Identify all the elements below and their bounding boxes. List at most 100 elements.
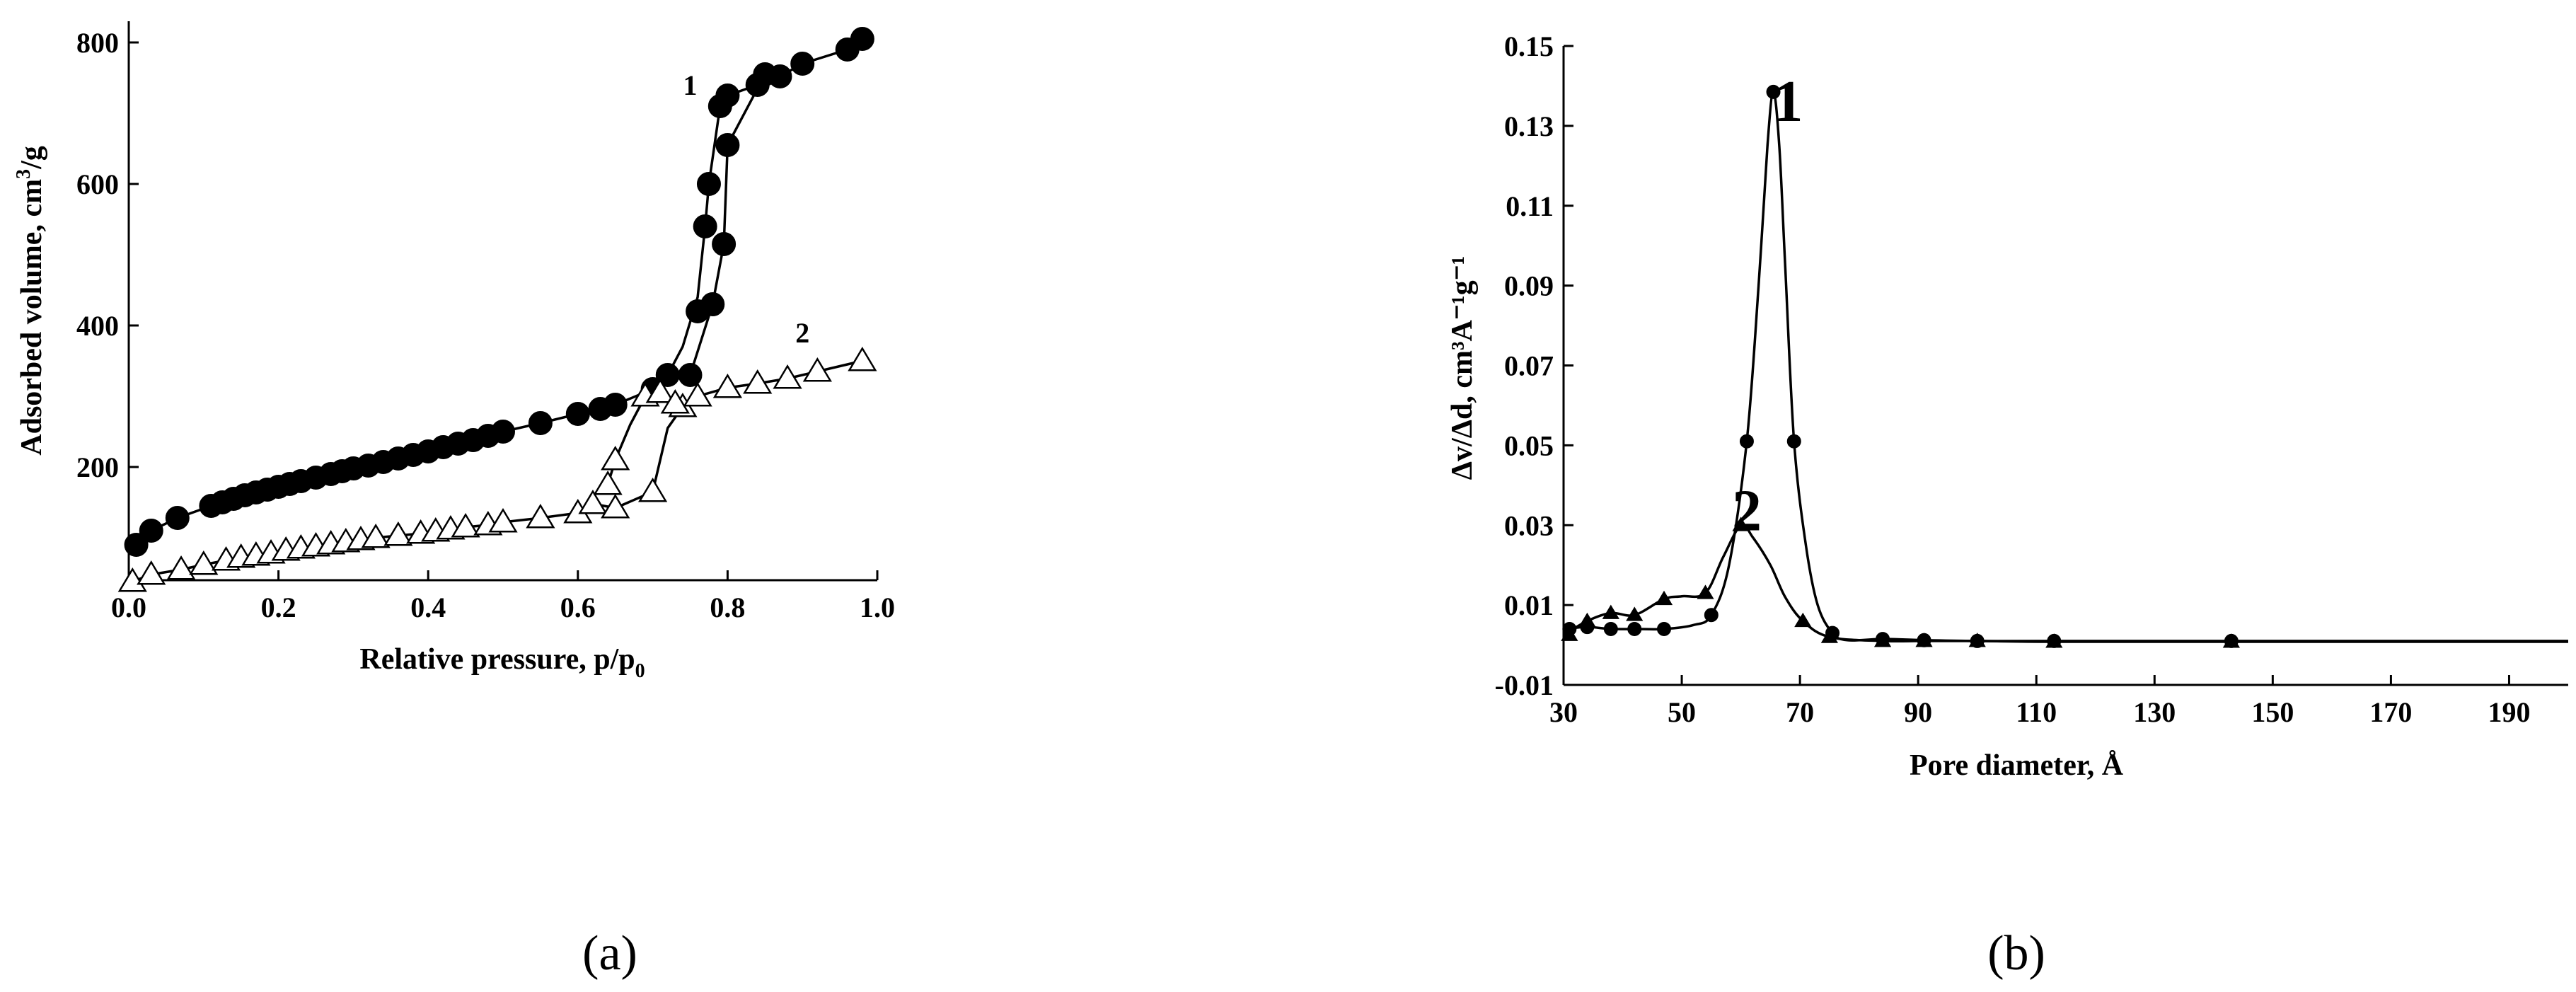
chart-b-y-tick-label: 0.11 <box>1506 190 1554 222</box>
chart-b-series-2-point <box>1873 633 1892 647</box>
chart-a-y-tick-label: 800 <box>76 27 119 59</box>
chart-b-series-2-point <box>1626 606 1644 621</box>
chart-a-series-1-point <box>491 420 515 444</box>
chart-a-series-1-point <box>124 533 149 557</box>
chart-b-series-2-point <box>1578 612 1596 628</box>
chart-b-series-2-point <box>1602 604 1619 619</box>
chart-b-series-2-line <box>1563 523 2568 643</box>
chart-a-series-2-point <box>601 445 630 471</box>
chart-b-y-tick-label: 0.03 <box>1504 509 1554 541</box>
chart-a-series-2-point <box>383 521 413 546</box>
chart-b-series-2-point <box>1561 626 1578 641</box>
chart-a-series-2-point <box>578 489 608 514</box>
chart-a-series-2-point <box>451 512 480 538</box>
chart-b-series-1-point <box>1627 621 1642 636</box>
chart-b-y-tick-label: -0.01 <box>1495 669 1554 701</box>
chart-b-y-tick-label: 0.05 <box>1504 429 1554 461</box>
chart-a-x-tick-label: 0.4 <box>410 592 446 623</box>
chart-a-x-tick-label: 0.8 <box>710 592 745 623</box>
chart-a-series-1-point <box>715 133 740 157</box>
chart-b-series-2-point <box>1794 612 1812 628</box>
chart-b-series-1-point <box>1786 434 1801 449</box>
chart-b-series-2-point <box>1697 584 1714 599</box>
chart-a-series-2-point <box>361 523 391 548</box>
chart-a-x-axis-subscript: 0 <box>635 660 645 682</box>
chart-b-series-1-point <box>1704 608 1719 623</box>
chart-a-axes <box>127 21 877 582</box>
chart-b-series-2-point <box>1915 633 1933 647</box>
chart-a-y-tick-label: 400 <box>76 310 119 342</box>
chart-b-x-tick-label: 110 <box>2016 696 2057 728</box>
chart-a-series-1-point <box>565 402 590 426</box>
chart-a-series-2-point <box>660 388 690 414</box>
chart-a-x-tick-label: 0.2 <box>261 592 296 623</box>
chart-a-series-2-point <box>526 503 555 529</box>
chart-b-y-tick-label: 0.01 <box>1504 589 1554 621</box>
chart-b-series-1-point <box>1657 621 1671 636</box>
chart-b-x-tick-label: 130 <box>2133 696 2176 728</box>
chart-a-series-2-point <box>848 346 877 371</box>
chart-a-series-1-point <box>603 393 628 417</box>
chart-a-series-1-line <box>135 38 863 546</box>
chart-a-markers <box>117 27 877 592</box>
chart-a-series-1-point <box>790 52 815 76</box>
chart-a-series-1-point <box>693 214 717 238</box>
chart-a-series-1-point <box>528 411 553 435</box>
chart-b-x-tick-label: 30 <box>1549 696 1578 728</box>
chart-b-panel-label: (b) <box>1987 926 2045 981</box>
chart-b-series-label-1: 1 <box>1773 69 1803 134</box>
chart-a-series-label-2: 2 <box>795 317 809 349</box>
chart-a-series-1-point <box>712 232 737 256</box>
chart-a-series-2-point <box>773 364 802 389</box>
chart-a-series-1-point <box>715 83 740 108</box>
chart-b-x-axis-title: Pore diameter, Å <box>1910 749 2124 782</box>
chart-b-y-tick-label: 0.07 <box>1504 350 1554 382</box>
chart-a-y-axis-title: Adsorbed volume, cm3/g <box>13 146 48 456</box>
chart-b-ticks: 30 50 70 90 110 130 150 170 190 -0.01 0.01 0.03 0.05… <box>1495 30 2531 728</box>
chart-b-x-tick-label: 150 <box>2251 696 2294 728</box>
chart-a-series-1-point <box>139 519 163 543</box>
chart-a-series-1-point <box>678 363 703 387</box>
chart-a-series-2-point <box>593 470 623 495</box>
chart-b-x-tick-label: 190 <box>2488 696 2530 728</box>
chart-b-series-2-point <box>1732 517 1750 531</box>
chart-a-series-2-point <box>189 550 219 575</box>
chart-a-series-label-1: 1 <box>683 69 698 101</box>
chart-a-series-2-point <box>743 369 773 394</box>
chart-a-x-tick-label: 0.0 <box>111 592 146 623</box>
chart-b-series-1-point <box>1766 84 1781 99</box>
chart-a-series-1-point <box>686 299 710 323</box>
chart-a-y-tick-label: 600 <box>76 168 119 200</box>
chart-a-y-axis-superscript: 3 <box>13 169 35 179</box>
chart-a-x-tick-label: 0.6 <box>560 592 596 623</box>
chart-a-series-2-point <box>601 493 630 519</box>
chart-b-x-tick-label: 90 <box>1904 696 1932 728</box>
chart-b-y-tick-label: 0.15 <box>1504 30 1554 62</box>
chart-b-series-2-point <box>2222 633 2240 648</box>
chart-a-x-axis-title: Relative pressure, p/p0 <box>359 643 645 682</box>
chart-a-series-2-point <box>683 381 712 407</box>
chart-b-series-1-point <box>1739 434 1754 449</box>
chart-b-series-2-point <box>2045 633 2063 648</box>
chart-a-panel-label: (a) <box>582 926 637 981</box>
chart-b-y-tick-label: 0.09 <box>1504 270 1554 302</box>
chart-b-x-tick-label: 70 <box>1786 696 1814 728</box>
chart-b-series-2-point <box>1655 590 1673 606</box>
chart-b-y-axis-title: Δv/Δd, cm³A⁻¹g⁻¹ <box>1446 256 1479 480</box>
chart-a-series-2-point <box>645 378 675 403</box>
chart-a-y-tick-label: 200 <box>76 451 119 483</box>
chart-a-series-2-point <box>488 507 518 533</box>
chart-a-x-tick-label: 1.0 <box>860 592 895 623</box>
chart-b-x-tick-label: 170 <box>2369 696 2412 728</box>
chart-b-y-tick-label: 0.13 <box>1504 110 1554 142</box>
chart-a-ticks: 0.0 0.2 0.4 0.6 0.8 1.0 200 400 600 800 <box>76 27 895 623</box>
chart-a-series-2-point <box>637 477 668 502</box>
chart-a-series-1-point <box>696 172 721 196</box>
chart-a-series-2-point <box>712 373 743 398</box>
chart-b-x-tick-label: 50 <box>1668 696 1696 728</box>
chart-a-series-1-point <box>850 27 874 51</box>
chart-b-markers <box>1561 84 2240 648</box>
chart-b-series-1-point <box>1603 621 1618 636</box>
chart-b-series-2-point <box>1820 628 1838 643</box>
